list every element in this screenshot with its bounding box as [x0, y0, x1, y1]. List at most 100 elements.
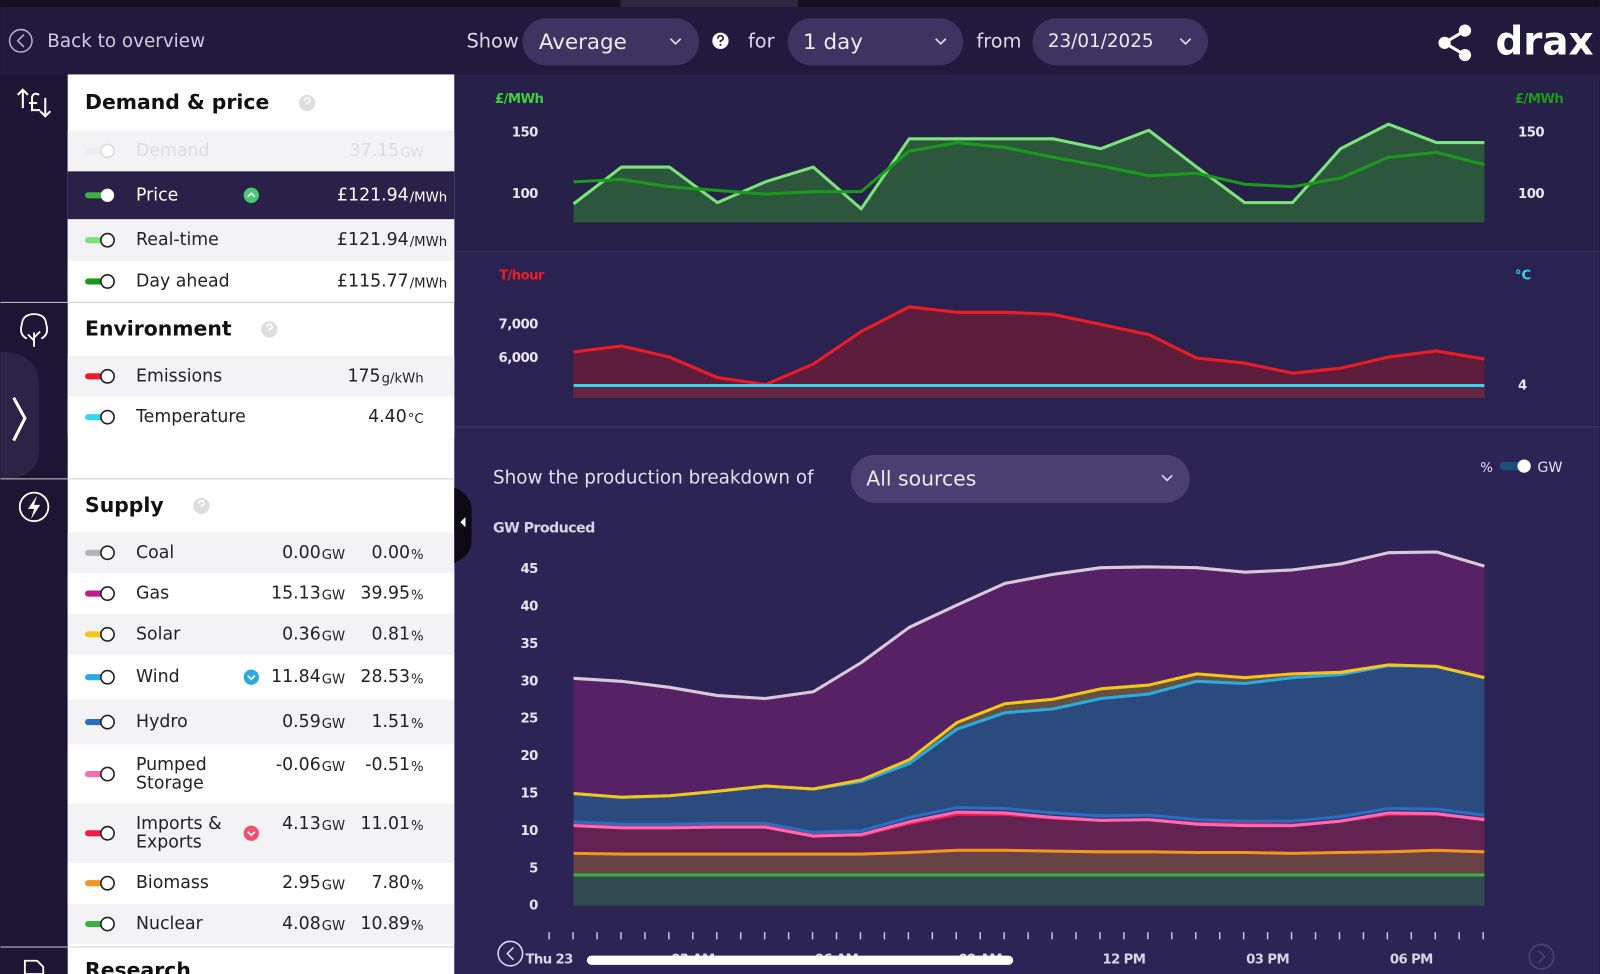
- toggle-knob: [100, 188, 115, 202]
- row-toggle[interactable]: [85, 368, 115, 384]
- row-background: [67, 699, 455, 745]
- y-axis-label: £/MWh: [495, 92, 543, 107]
- row-value: 4.40: [368, 407, 407, 427]
- row-label: Demand: [136, 141, 209, 161]
- sidebar-row[interactable]: Coal GW0.00 %0.00: [67, 532, 455, 574]
- row-toggle[interactable]: [85, 875, 115, 891]
- dropdown-chevron: [1161, 474, 1173, 482]
- unit-toggle[interactable]: % GW: [1480, 459, 1563, 476]
- row-toggle[interactable]: [85, 274, 115, 289]
- row-toggle[interactable]: [85, 825, 115, 841]
- row-toggle[interactable]: [85, 916, 115, 932]
- back-button[interactable]: Back to overview: [8, 28, 206, 53]
- row-background: [67, 903, 455, 945]
- row-badge: [243, 825, 259, 841]
- production-area: [573, 850, 1485, 875]
- badge-glyph: [247, 831, 256, 837]
- dropdown-value: 23/01/2025: [1048, 31, 1154, 52]
- row-toggle[interactable]: [85, 714, 115, 730]
- row-unit: °C: [408, 412, 424, 427]
- dropdown-box: [522, 18, 700, 66]
- row-background: [67, 171, 455, 220]
- badge-glyph: [247, 192, 256, 198]
- price-area: [573, 124, 1485, 223]
- row-value: 1.51: [371, 712, 410, 732]
- research-section-icon[interactable]: [23, 959, 45, 974]
- y-tick-label: 100: [1518, 187, 1544, 202]
- date-dropdown[interactable]: 23/01/2025: [1032, 18, 1208, 66]
- section-help[interactable]: [261, 321, 278, 338]
- share-dot: [1458, 24, 1472, 37]
- row-toggle[interactable]: [85, 188, 115, 202]
- y-tick-label: 10: [520, 824, 538, 839]
- row-label: Day ahead: [136, 271, 230, 291]
- production-area: [573, 551, 1485, 798]
- row-background: [67, 803, 455, 863]
- help-icon[interactable]: [712, 32, 729, 49]
- row-unit: %: [411, 548, 424, 563]
- row-toggle[interactable]: [85, 232, 115, 248]
- y-tick-label: 35: [520, 637, 538, 652]
- sidebar-row[interactable]: Temperature °C4.40: [67, 396, 455, 438]
- sidebar-row[interactable]: Biomass GW2.95 %7.80: [67, 862, 455, 904]
- production-line: [573, 806, 1485, 834]
- icon-bolt: [27, 495, 41, 520]
- row-unit: g/kWh: [382, 371, 424, 386]
- row-value: 2.95: [282, 873, 321, 893]
- row-toggle[interactable]: [85, 669, 115, 685]
- toggle-knob: [100, 545, 115, 561]
- sidebar-row[interactable]: Real-time/MWh£121.94: [67, 219, 455, 262]
- share-button[interactable]: [1438, 24, 1472, 62]
- row-value: 175: [348, 366, 381, 386]
- share-dot: [1438, 36, 1451, 49]
- sidebar-row[interactable]: Day ahead/MWh£115.77: [67, 261, 455, 302]
- expand-tab[interactable]: [0, 351, 40, 480]
- collapse-arrow: [460, 517, 466, 528]
- show-dropdown[interactable]: Average: [522, 18, 700, 66]
- toggle-knob: [100, 916, 115, 932]
- from-label: from: [976, 29, 1021, 52]
- sidebar-row[interactable]: Solar GW0.36 %0.81: [67, 613, 455, 655]
- section-help[interactable]: [298, 94, 316, 112]
- timeline-prev[interactable]: [497, 940, 524, 967]
- row-toggle[interactable]: [85, 409, 115, 425]
- row-toggle[interactable]: [85, 626, 115, 642]
- row-label: Emissions: [136, 366, 222, 386]
- source-dropdown[interactable]: All sources: [850, 454, 1190, 503]
- dropdown-value: All sources: [866, 466, 976, 490]
- sidebar-row[interactable]: Nuclear GW4.08 %10.89: [67, 903, 455, 945]
- row-badge: [243, 669, 259, 685]
- x-tick-label: 12 PM: [1102, 953, 1145, 968]
- row-value: 28.53: [360, 667, 410, 687]
- row-value: 0.00: [371, 543, 410, 563]
- row-toggle[interactable]: [85, 766, 115, 782]
- sidebar-collapse[interactable]: [454, 487, 472, 563]
- price-section-icon[interactable]: [17, 88, 52, 118]
- toggle-knob: [100, 143, 115, 159]
- sidebar-row[interactable]: Imports &Exports GW4.13 %11.01: [67, 803, 455, 863]
- timeline-next[interactable]: [1528, 943, 1555, 970]
- period-dropdown[interactable]: 1 day: [787, 18, 964, 66]
- row-background: [67, 654, 455, 700]
- row-toggle[interactable]: [85, 143, 115, 159]
- supply-section-icon[interactable]: [18, 491, 50, 523]
- sidebar-row[interactable]: Hydro GW0.59 %1.51: [67, 699, 455, 745]
- row-value: 0.00: [282, 543, 321, 563]
- back-icon: [8, 28, 33, 53]
- show-label: Show: [466, 29, 518, 52]
- row-unit: %: [411, 878, 424, 893]
- x-tick-label: 06 PM: [1390, 953, 1433, 968]
- row-label: Exports: [136, 832, 202, 852]
- timeline-scrollbar[interactable]: [586, 955, 1014, 965]
- y-tick-label: 0: [529, 899, 538, 914]
- sidebar-row[interactable]: Price/MWh£121.94: [67, 171, 455, 220]
- section-help[interactable]: [193, 497, 210, 515]
- row-toggle[interactable]: [85, 586, 115, 602]
- row-toggle[interactable]: [85, 545, 115, 561]
- environment-section-icon[interactable]: [20, 313, 49, 347]
